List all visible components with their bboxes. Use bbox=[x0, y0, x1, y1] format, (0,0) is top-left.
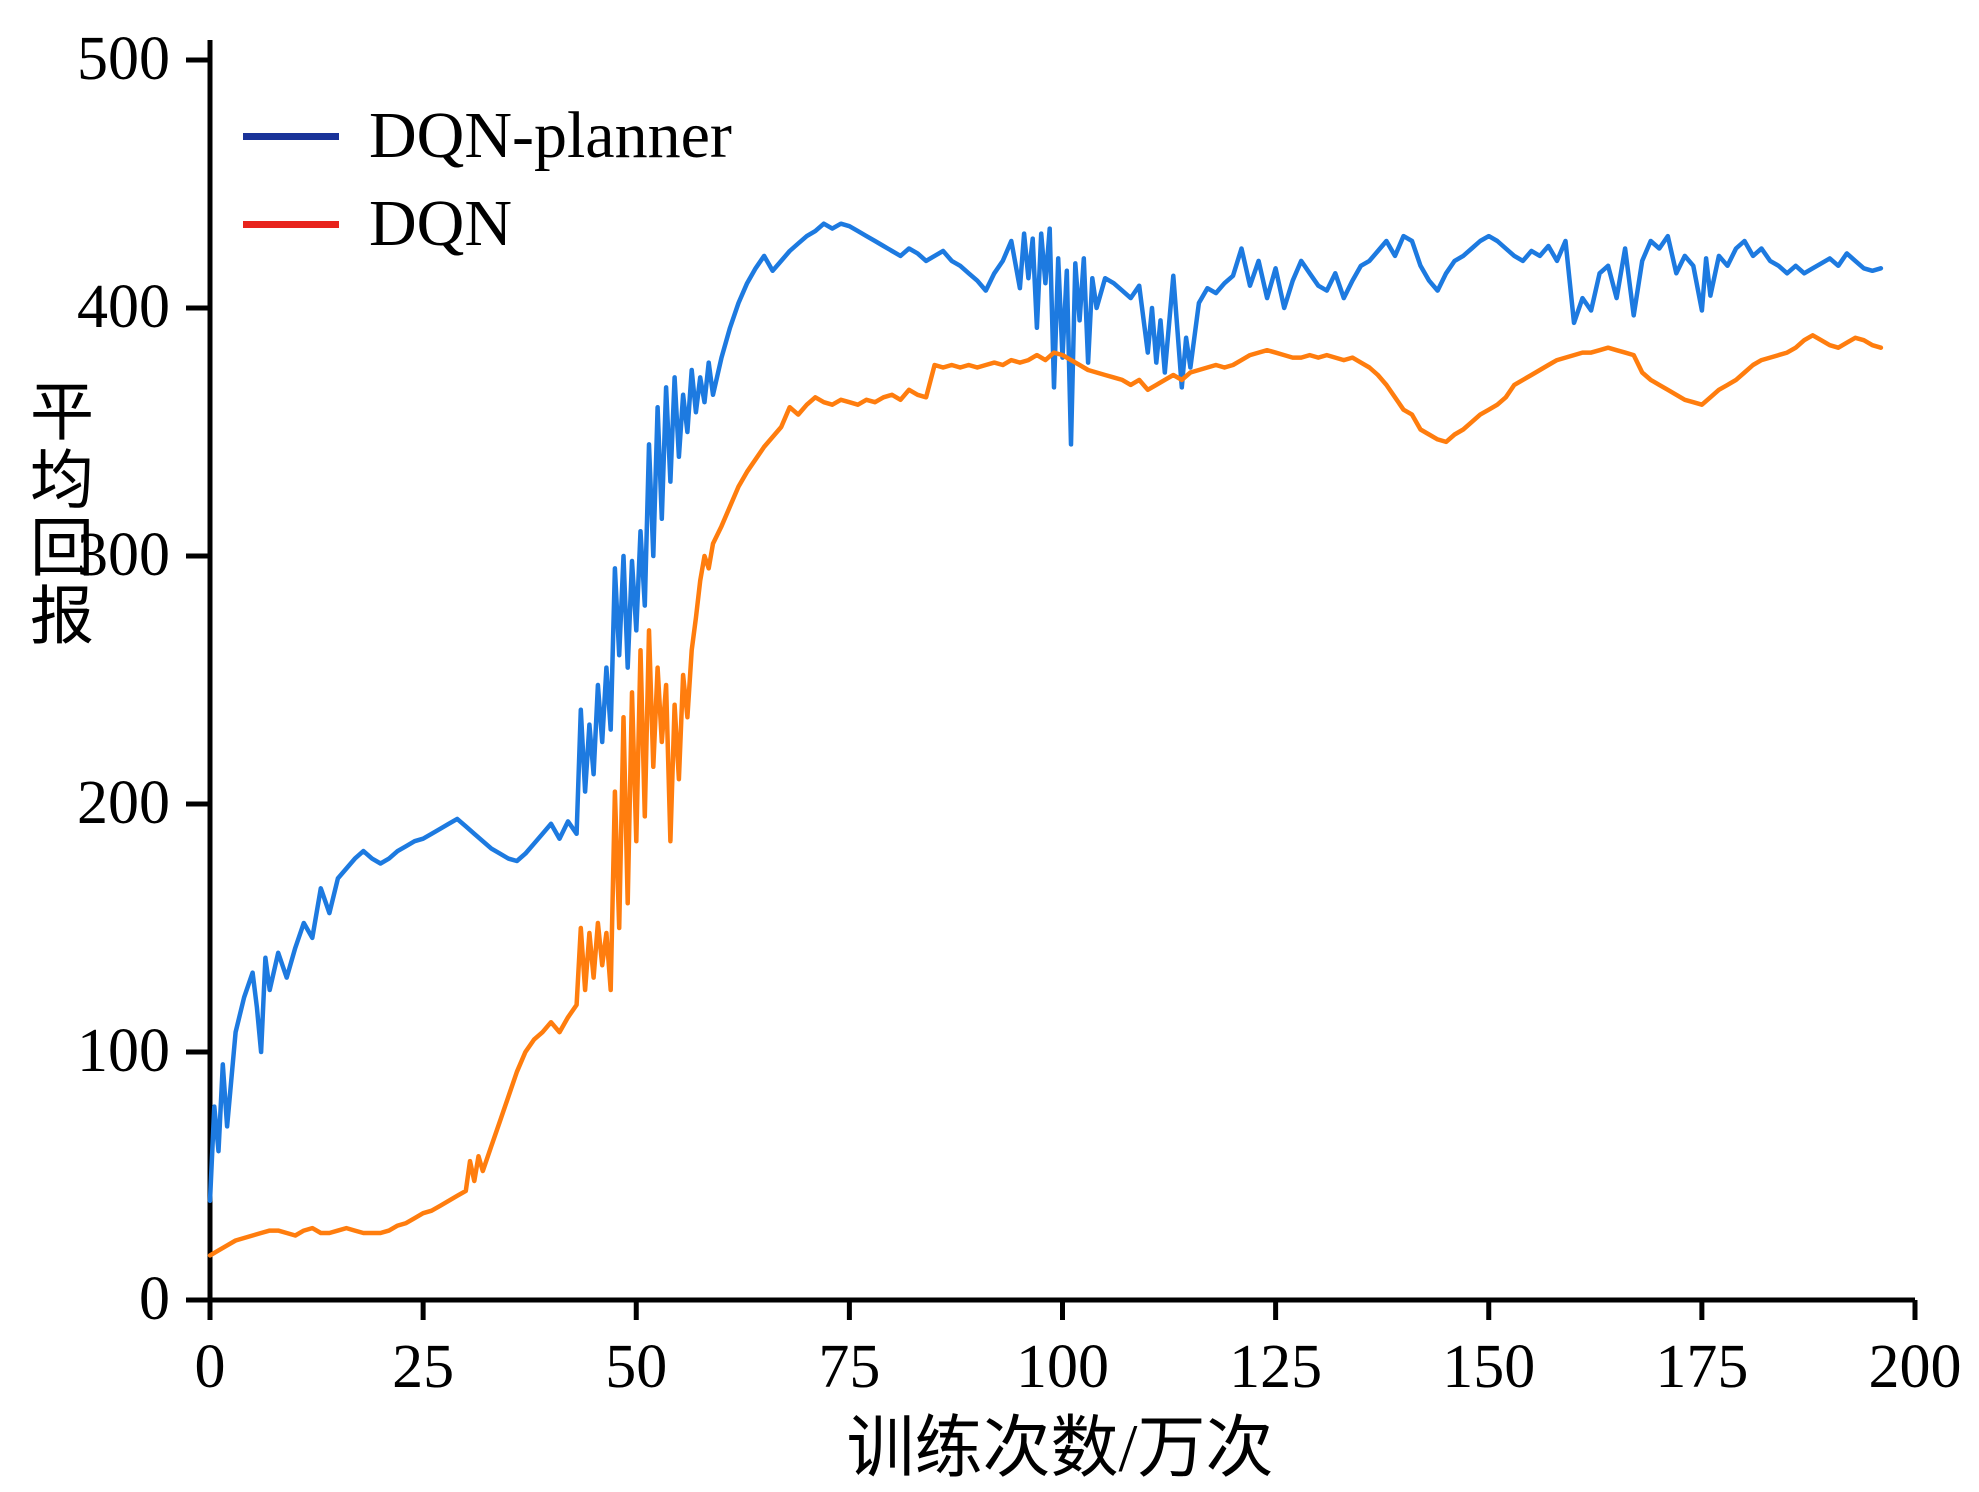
y-tick-label: 300 bbox=[77, 521, 170, 589]
x-tick-label: 175 bbox=[1655, 1333, 1749, 1401]
y-tick-label: 100 bbox=[77, 1017, 170, 1085]
legend-label-dqn: DQN bbox=[369, 187, 512, 260]
legend: DQN-planner DQN bbox=[243, 98, 732, 262]
x-axis-label: 训练次数/万次 bbox=[846, 1410, 1274, 1486]
x-tick-label: 25 bbox=[392, 1333, 455, 1401]
y-tick-label: 0 bbox=[139, 1265, 170, 1333]
x-tick-label: 0 bbox=[194, 1333, 226, 1401]
x-tick-label: 50 bbox=[605, 1333, 668, 1401]
legend-line-dqn-icon bbox=[243, 220, 339, 228]
y-axis-label: 平均回报 bbox=[21, 378, 92, 650]
series-line-dqn-planner bbox=[207, 221, 1884, 1204]
x-tick-label: 75 bbox=[818, 1333, 881, 1401]
y-tick-label: 200 bbox=[77, 769, 170, 837]
x-tick-label: 100 bbox=[1016, 1333, 1109, 1401]
x-tick-label: 150 bbox=[1442, 1333, 1536, 1401]
legend-label-dqn-planner: DQN-planner bbox=[369, 99, 732, 172]
x-tick-label: 125 bbox=[1229, 1333, 1323, 1401]
y-tick-label: 500 bbox=[77, 25, 170, 93]
legend-line-dqn-planner-icon bbox=[243, 132, 339, 140]
x-tick-label: 200 bbox=[1868, 1333, 1962, 1401]
series-line-dqn bbox=[207, 333, 1884, 1258]
legend-item-dqn: DQN bbox=[243, 186, 732, 262]
y-tick-label: 400 bbox=[77, 273, 170, 341]
legend-item-dqn-planner: DQN-planner bbox=[243, 98, 732, 174]
